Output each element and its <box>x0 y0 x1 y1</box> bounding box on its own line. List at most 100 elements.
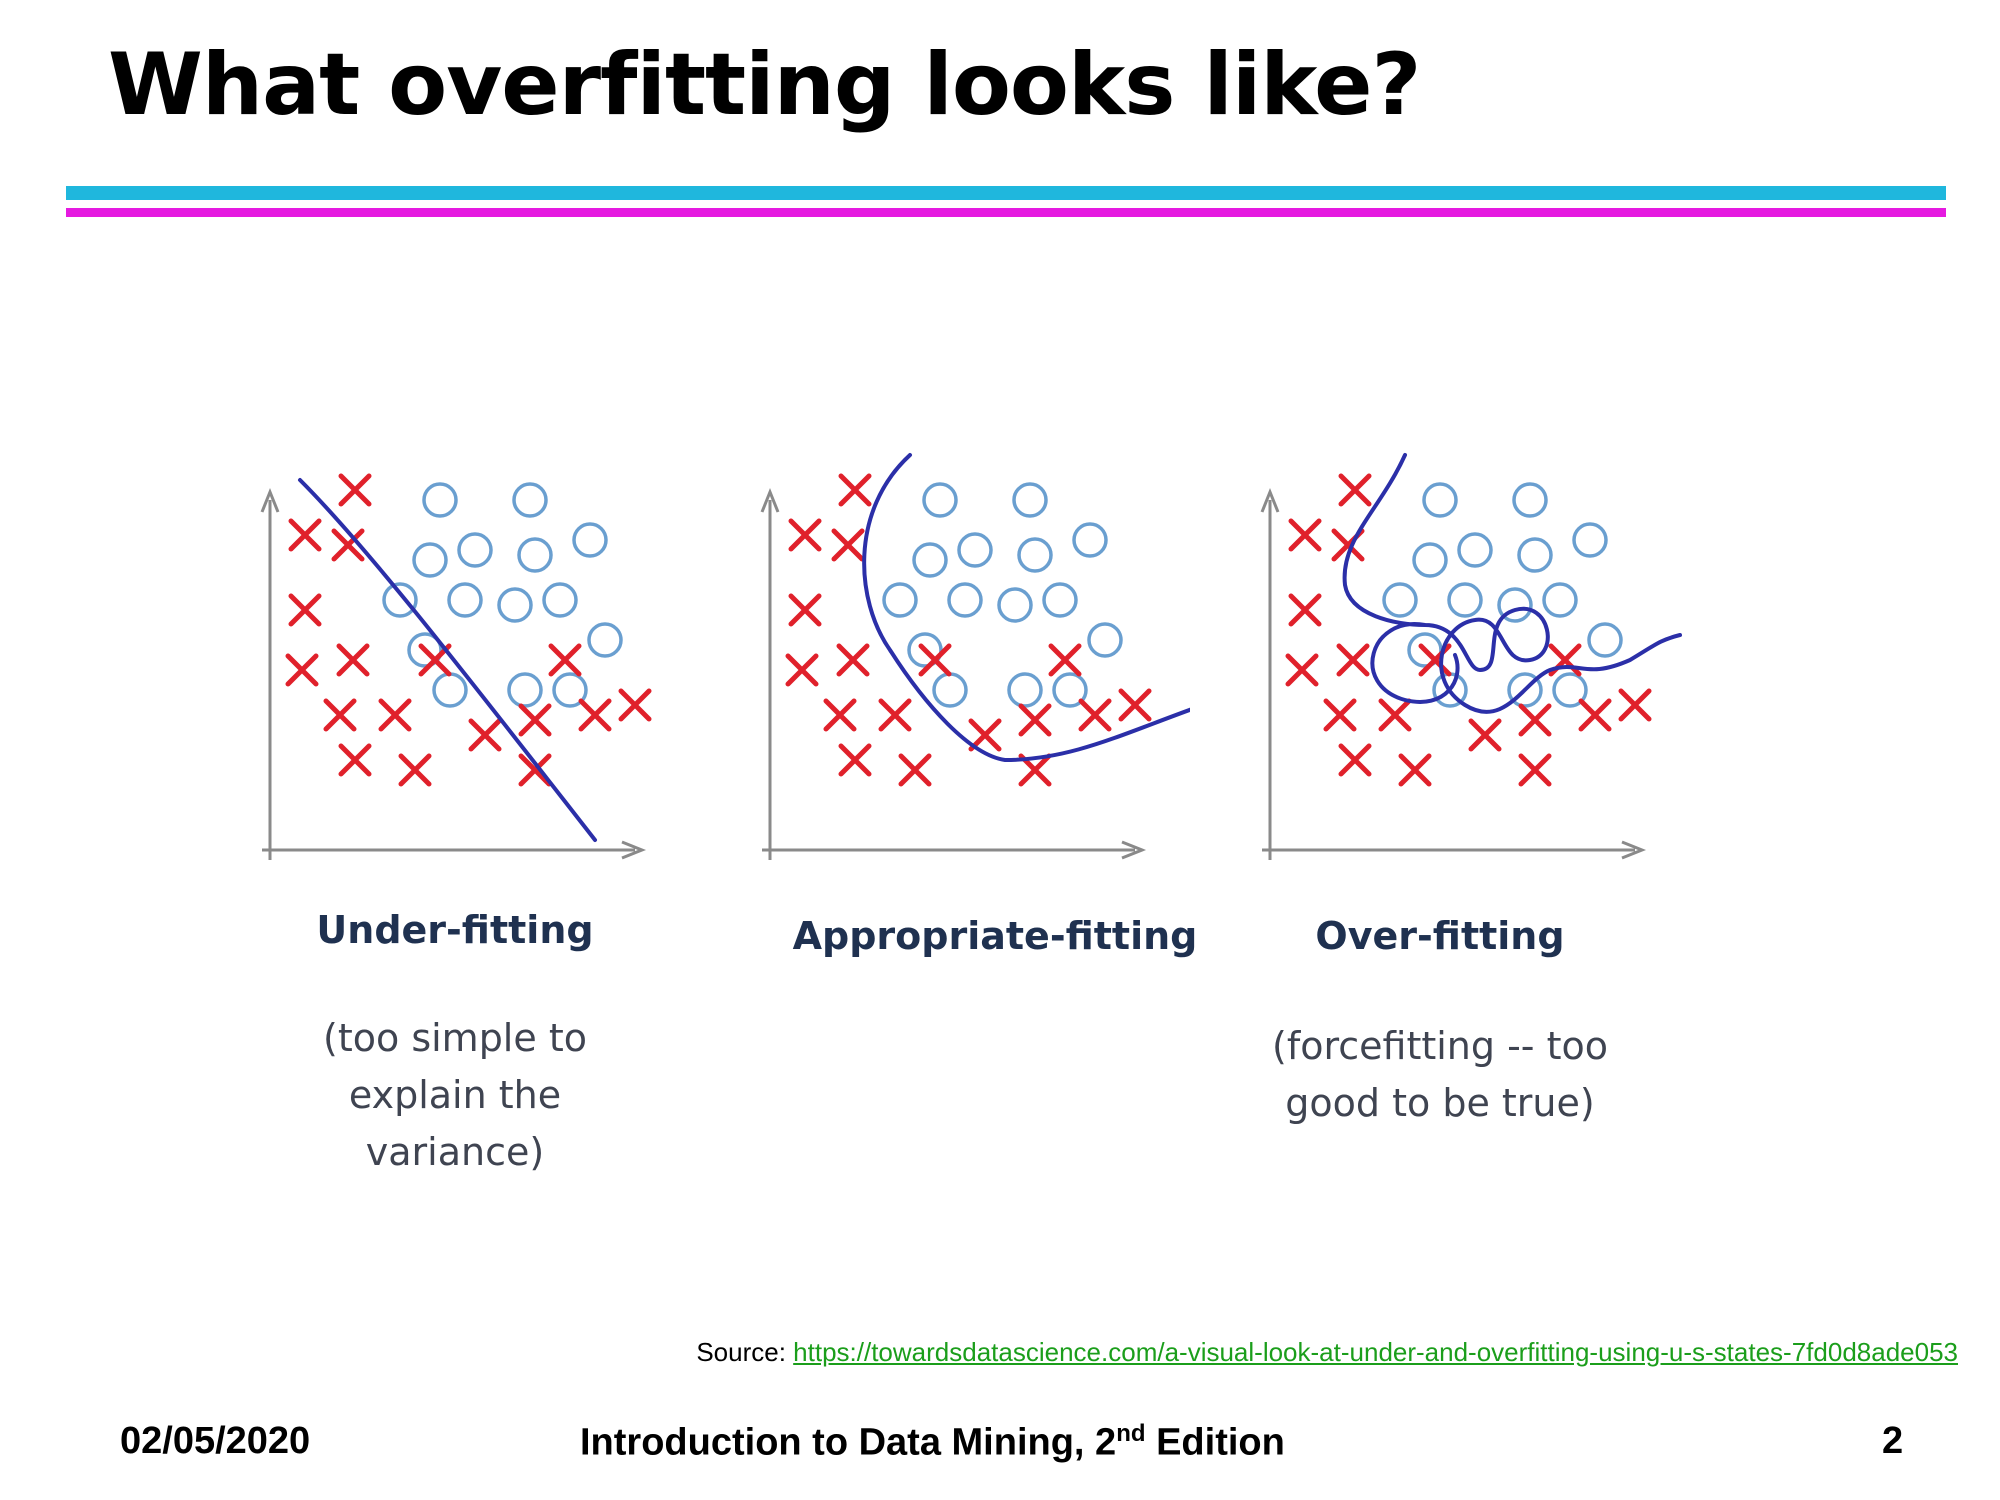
cross-marker <box>968 718 1002 752</box>
scatter-svg <box>1260 453 1682 860</box>
cross-marker <box>338 473 372 507</box>
under-fitting-plot <box>250 440 690 880</box>
circle-marker <box>1072 522 1108 558</box>
circle-marker <box>922 482 958 518</box>
source-link[interactable]: https://towardsdatascience.com/a-visual-… <box>793 1337 1958 1367</box>
x-axis-arrow <box>1121 840 1147 860</box>
cross-marker <box>518 703 552 737</box>
cross-marker <box>1336 643 1370 677</box>
footer-date: 02/05/2020 <box>120 1420 311 1462</box>
slide-title: What overfitting looks like? <box>108 35 1421 135</box>
cross-marker <box>836 643 870 677</box>
title-underline-cyan <box>66 186 1946 200</box>
y-axis-arrow <box>1260 487 1280 513</box>
circle-marker <box>1012 482 1048 518</box>
cross-marker <box>1288 518 1322 552</box>
cross-marker <box>823 698 857 732</box>
cross-marker <box>468 718 502 752</box>
cross-marker <box>336 643 370 677</box>
circle-marker <box>1587 622 1623 658</box>
cross-marker <box>1338 473 1372 507</box>
circle-marker <box>512 482 548 518</box>
circle-marker <box>432 672 468 708</box>
circle-marker <box>882 582 918 618</box>
cross-marker <box>785 653 819 687</box>
circle-marker <box>907 632 943 668</box>
cross-marker <box>398 753 432 787</box>
cross-marker <box>578 698 612 732</box>
circle-marker <box>1017 537 1053 573</box>
y-axis-arrow <box>260 487 280 513</box>
circle-marker <box>1507 672 1543 708</box>
cross-marker <box>378 698 412 732</box>
cross-marker <box>838 473 872 507</box>
decision-boundary <box>1342 453 1682 714</box>
circle-marker <box>1512 482 1548 518</box>
circle-marker <box>552 672 588 708</box>
cross-marker <box>1288 593 1322 627</box>
cross-marker <box>1018 703 1052 737</box>
cross-marker <box>788 518 822 552</box>
cross-marker <box>618 688 652 722</box>
appropriate-fitting-plot <box>750 440 1190 880</box>
circle-marker <box>997 587 1033 623</box>
source-citation: Source: https://towardsdatascience.com/a… <box>696 1337 1958 1368</box>
cross-marker <box>1618 688 1652 722</box>
cross-marker <box>878 698 912 732</box>
circle-marker <box>587 622 623 658</box>
circle-marker <box>932 672 968 708</box>
circle-marker <box>957 532 993 568</box>
over-fitting-plot <box>1250 440 1690 880</box>
cross-marker <box>1468 718 1502 752</box>
cross-marker <box>288 593 322 627</box>
cross-marker <box>1048 643 1082 677</box>
circle-marker <box>1572 522 1608 558</box>
under-fitting-label: Under-fitting <box>316 908 594 952</box>
circle-marker <box>517 537 553 573</box>
circle-marker <box>912 542 948 578</box>
circle-marker <box>1517 537 1553 573</box>
x-axis-arrow <box>1621 840 1647 860</box>
cross-marker <box>285 653 319 687</box>
circle-marker <box>1087 622 1123 658</box>
footer-course-title: Introduction to Data Mining, 2nd Edition <box>580 1420 1285 1464</box>
circle-marker <box>1382 582 1418 618</box>
scatter-svg <box>260 473 652 860</box>
circle-marker <box>1552 672 1588 708</box>
cross-marker <box>1078 698 1112 732</box>
cross-marker <box>1578 698 1612 732</box>
source-label: Source: <box>696 1337 786 1367</box>
footer-page-number: 2 <box>1882 1420 1904 1462</box>
appropriate-fitting-label: Appropriate-fitting <box>792 914 1198 958</box>
cross-marker <box>1518 753 1552 787</box>
circle-marker <box>1412 542 1448 578</box>
cross-marker <box>838 743 872 777</box>
cross-marker <box>331 528 365 562</box>
cross-marker <box>1398 753 1432 787</box>
x-axis-arrow <box>621 840 647 860</box>
cross-marker <box>1338 743 1372 777</box>
cross-marker <box>918 643 952 677</box>
cross-marker <box>548 643 582 677</box>
title-underline-magenta <box>66 208 1946 217</box>
circle-marker <box>497 587 533 623</box>
cross-marker <box>338 743 372 777</box>
circle-marker <box>1447 582 1483 618</box>
circle-marker <box>382 582 418 618</box>
over-fitting-label: Over-fitting <box>1315 914 1565 958</box>
cross-marker <box>1518 703 1552 737</box>
under-fitting-note: (too simple to explain the variance) <box>323 1016 587 1174</box>
decision-boundary <box>298 478 597 842</box>
decision-boundary <box>862 453 1190 763</box>
y-axis-arrow <box>760 487 780 513</box>
over-fitting-note: (forcefitting -- too good to be true) <box>1272 1024 1608 1125</box>
circle-marker <box>1052 672 1088 708</box>
cross-marker <box>788 593 822 627</box>
circle-marker <box>1042 582 1078 618</box>
circle-marker <box>1542 582 1578 618</box>
circle-marker <box>447 582 483 618</box>
circle-marker <box>407 632 443 668</box>
cross-marker <box>1285 653 1319 687</box>
cross-marker <box>288 518 322 552</box>
circle-marker <box>422 482 458 518</box>
